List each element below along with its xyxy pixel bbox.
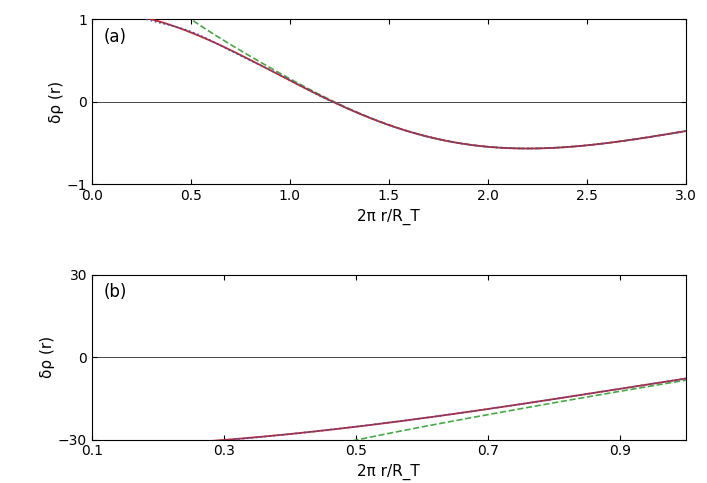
X-axis label: 2π r/R_T: 2π r/R_T	[358, 209, 420, 225]
Y-axis label: δρ (r): δρ (r)	[40, 336, 55, 378]
X-axis label: 2π r/R_T: 2π r/R_T	[358, 464, 420, 480]
Text: (b): (b)	[104, 283, 127, 301]
Y-axis label: δρ (r): δρ (r)	[49, 81, 64, 123]
Text: (a): (a)	[104, 28, 127, 45]
